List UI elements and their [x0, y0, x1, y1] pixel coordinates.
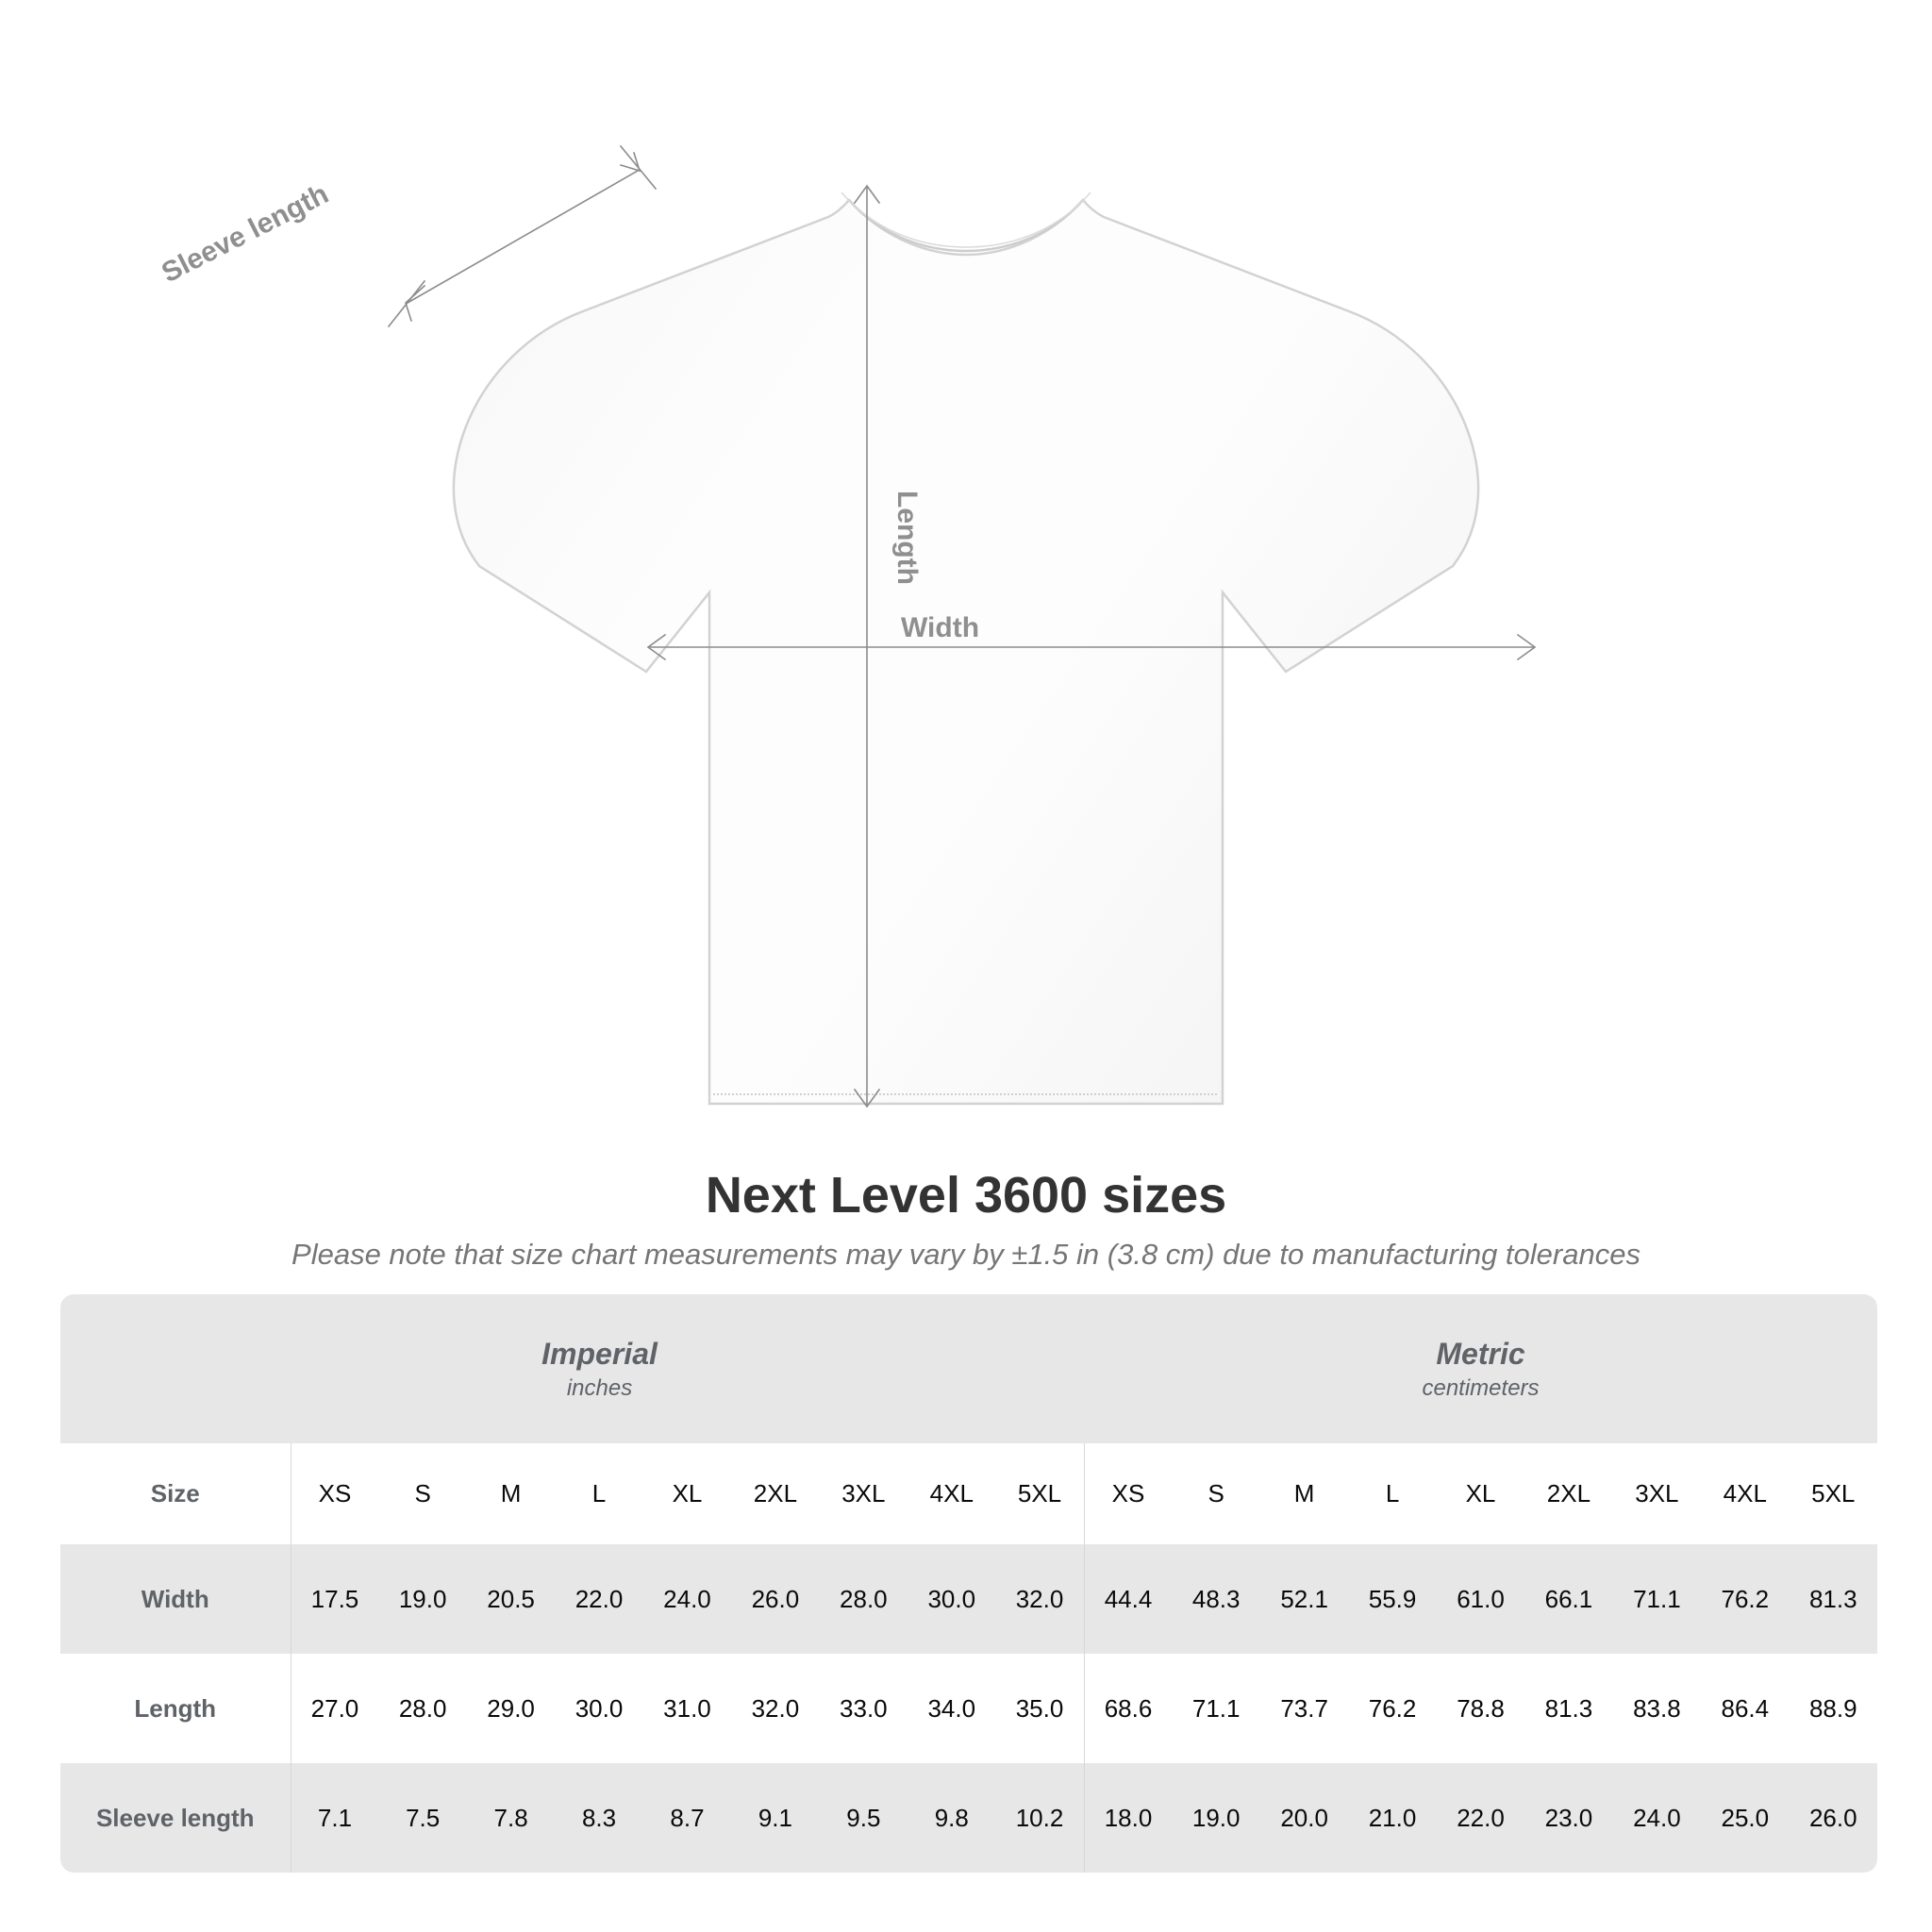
- svg-text:Width: Width: [901, 612, 979, 643]
- svg-text:Sleeve length: Sleeve length: [157, 178, 333, 289]
- svg-text:Length: Length: [891, 491, 923, 585]
